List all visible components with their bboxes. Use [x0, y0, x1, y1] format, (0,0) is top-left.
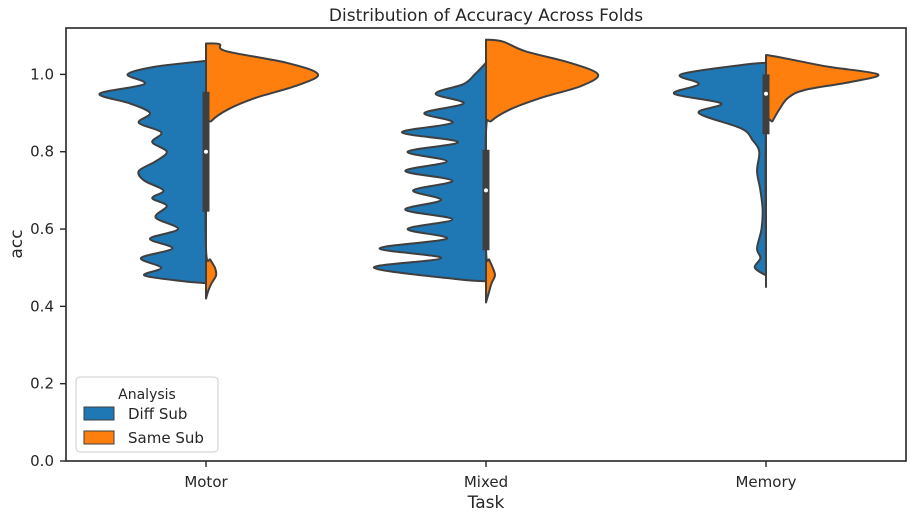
x-tick-label-mixed: Mixed: [464, 473, 508, 491]
violin-diff-sub-motor: [98, 59, 207, 285]
box-median-mixed: [484, 188, 488, 193]
y-axis: 0.0 0.2 0.4 0.6 0.8 1.0: [30, 65, 66, 470]
legend-swatch-diff-sub: [83, 406, 115, 421]
box-iqr-memory: [762, 74, 770, 135]
x-axis: Motor Mixed Memory: [184, 461, 797, 491]
y-tick-label: 1.0: [30, 65, 54, 83]
violin-diff-sub-memory: [673, 61, 767, 277]
violin-same-sub-memory: [764, 54, 880, 289]
legend-title: Analysis: [118, 387, 176, 403]
violin-same-sub-mixed: [484, 38, 600, 304]
x-tick-label-memory: Memory: [735, 473, 796, 491]
y-tick-label: 0.2: [30, 375, 54, 393]
box-median-memory: [764, 91, 768, 96]
legend: Analysis Diff Sub Same Sub: [75, 376, 219, 453]
chart-title: Distribution of Accuracy Across Folds: [329, 6, 643, 26]
x-tick-label-motor: Motor: [184, 473, 228, 491]
box-iqr-mixed: [482, 149, 490, 251]
y-tick-label: 0.8: [30, 143, 54, 161]
legend-label-diff-sub: Diff Sub: [128, 405, 187, 423]
y-tick-label: 0.6: [30, 220, 54, 238]
legend-label-same-sub: Same Sub: [128, 429, 204, 447]
plot-area: [98, 38, 880, 304]
x-axis-label: Task: [467, 493, 505, 513]
legend-swatch-same-sub: [83, 430, 115, 445]
violin-same-sub-motor: [204, 42, 320, 300]
y-axis-label: acc: [7, 229, 27, 258]
box-median-motor: [204, 149, 208, 154]
y-tick-label: 0.0: [30, 452, 54, 470]
violin-diff-sub-mixed: [372, 61, 487, 283]
y-tick-label: 0.4: [30, 297, 54, 315]
